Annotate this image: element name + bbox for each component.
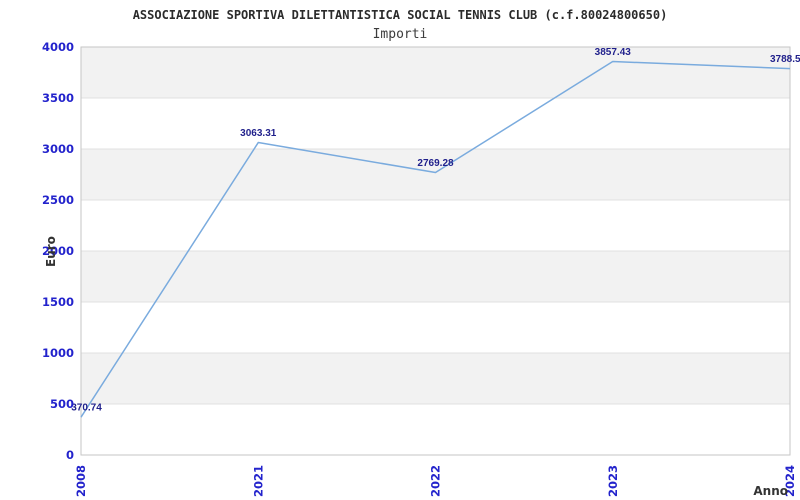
x-axis-label: Anno <box>753 484 788 498</box>
point-value-label: 3063.31 <box>240 128 277 139</box>
y-axis-tick-label: 3000 <box>42 142 74 156</box>
x-axis-tick-label: 2008 <box>74 465 88 497</box>
y-axis-tick-label: 3500 <box>42 91 74 105</box>
y-axis-tick-label: 0 <box>66 448 74 462</box>
x-axis-tick-label: 2024 <box>783 465 797 497</box>
y-band <box>81 251 790 302</box>
y-axis-tick-label: 1500 <box>42 295 74 309</box>
y-band <box>81 47 790 98</box>
point-value-label: 3857.43 <box>595 47 632 58</box>
y-axis-tick-label: 2500 <box>42 193 74 207</box>
data-series-line <box>80 60 791 418</box>
y-axis-label: Euro <box>44 236 58 267</box>
x-axis-tick-label: 2021 <box>251 465 265 497</box>
x-axis-tick-label: 2022 <box>429 465 443 497</box>
point-value-label: 370.74 <box>71 403 102 414</box>
y-axis-tick-label: 500 <box>50 397 74 411</box>
plot-area: 370.74 3063.31 2769.28 3857.43 3788.5 0 500 100… <box>42 40 800 497</box>
y-axis-tick-label: 1000 <box>42 346 74 360</box>
chart-title: ASSOCIAZIONE SPORTIVA DILETTANTISTICA SO… <box>133 8 668 22</box>
point-value-label: 3788.5 <box>770 54 800 65</box>
chart-subtitle: Importi <box>373 27 428 42</box>
y-axis-tick-label: 2000 <box>42 244 74 258</box>
y-band <box>81 353 790 404</box>
x-axis-tick-label: 2023 <box>606 465 620 497</box>
y-band <box>81 149 790 200</box>
plot-border <box>80 46 791 456</box>
y-axis-tick-label: 4000 <box>42 40 74 54</box>
point-value-label: 2769.28 <box>417 158 454 169</box>
